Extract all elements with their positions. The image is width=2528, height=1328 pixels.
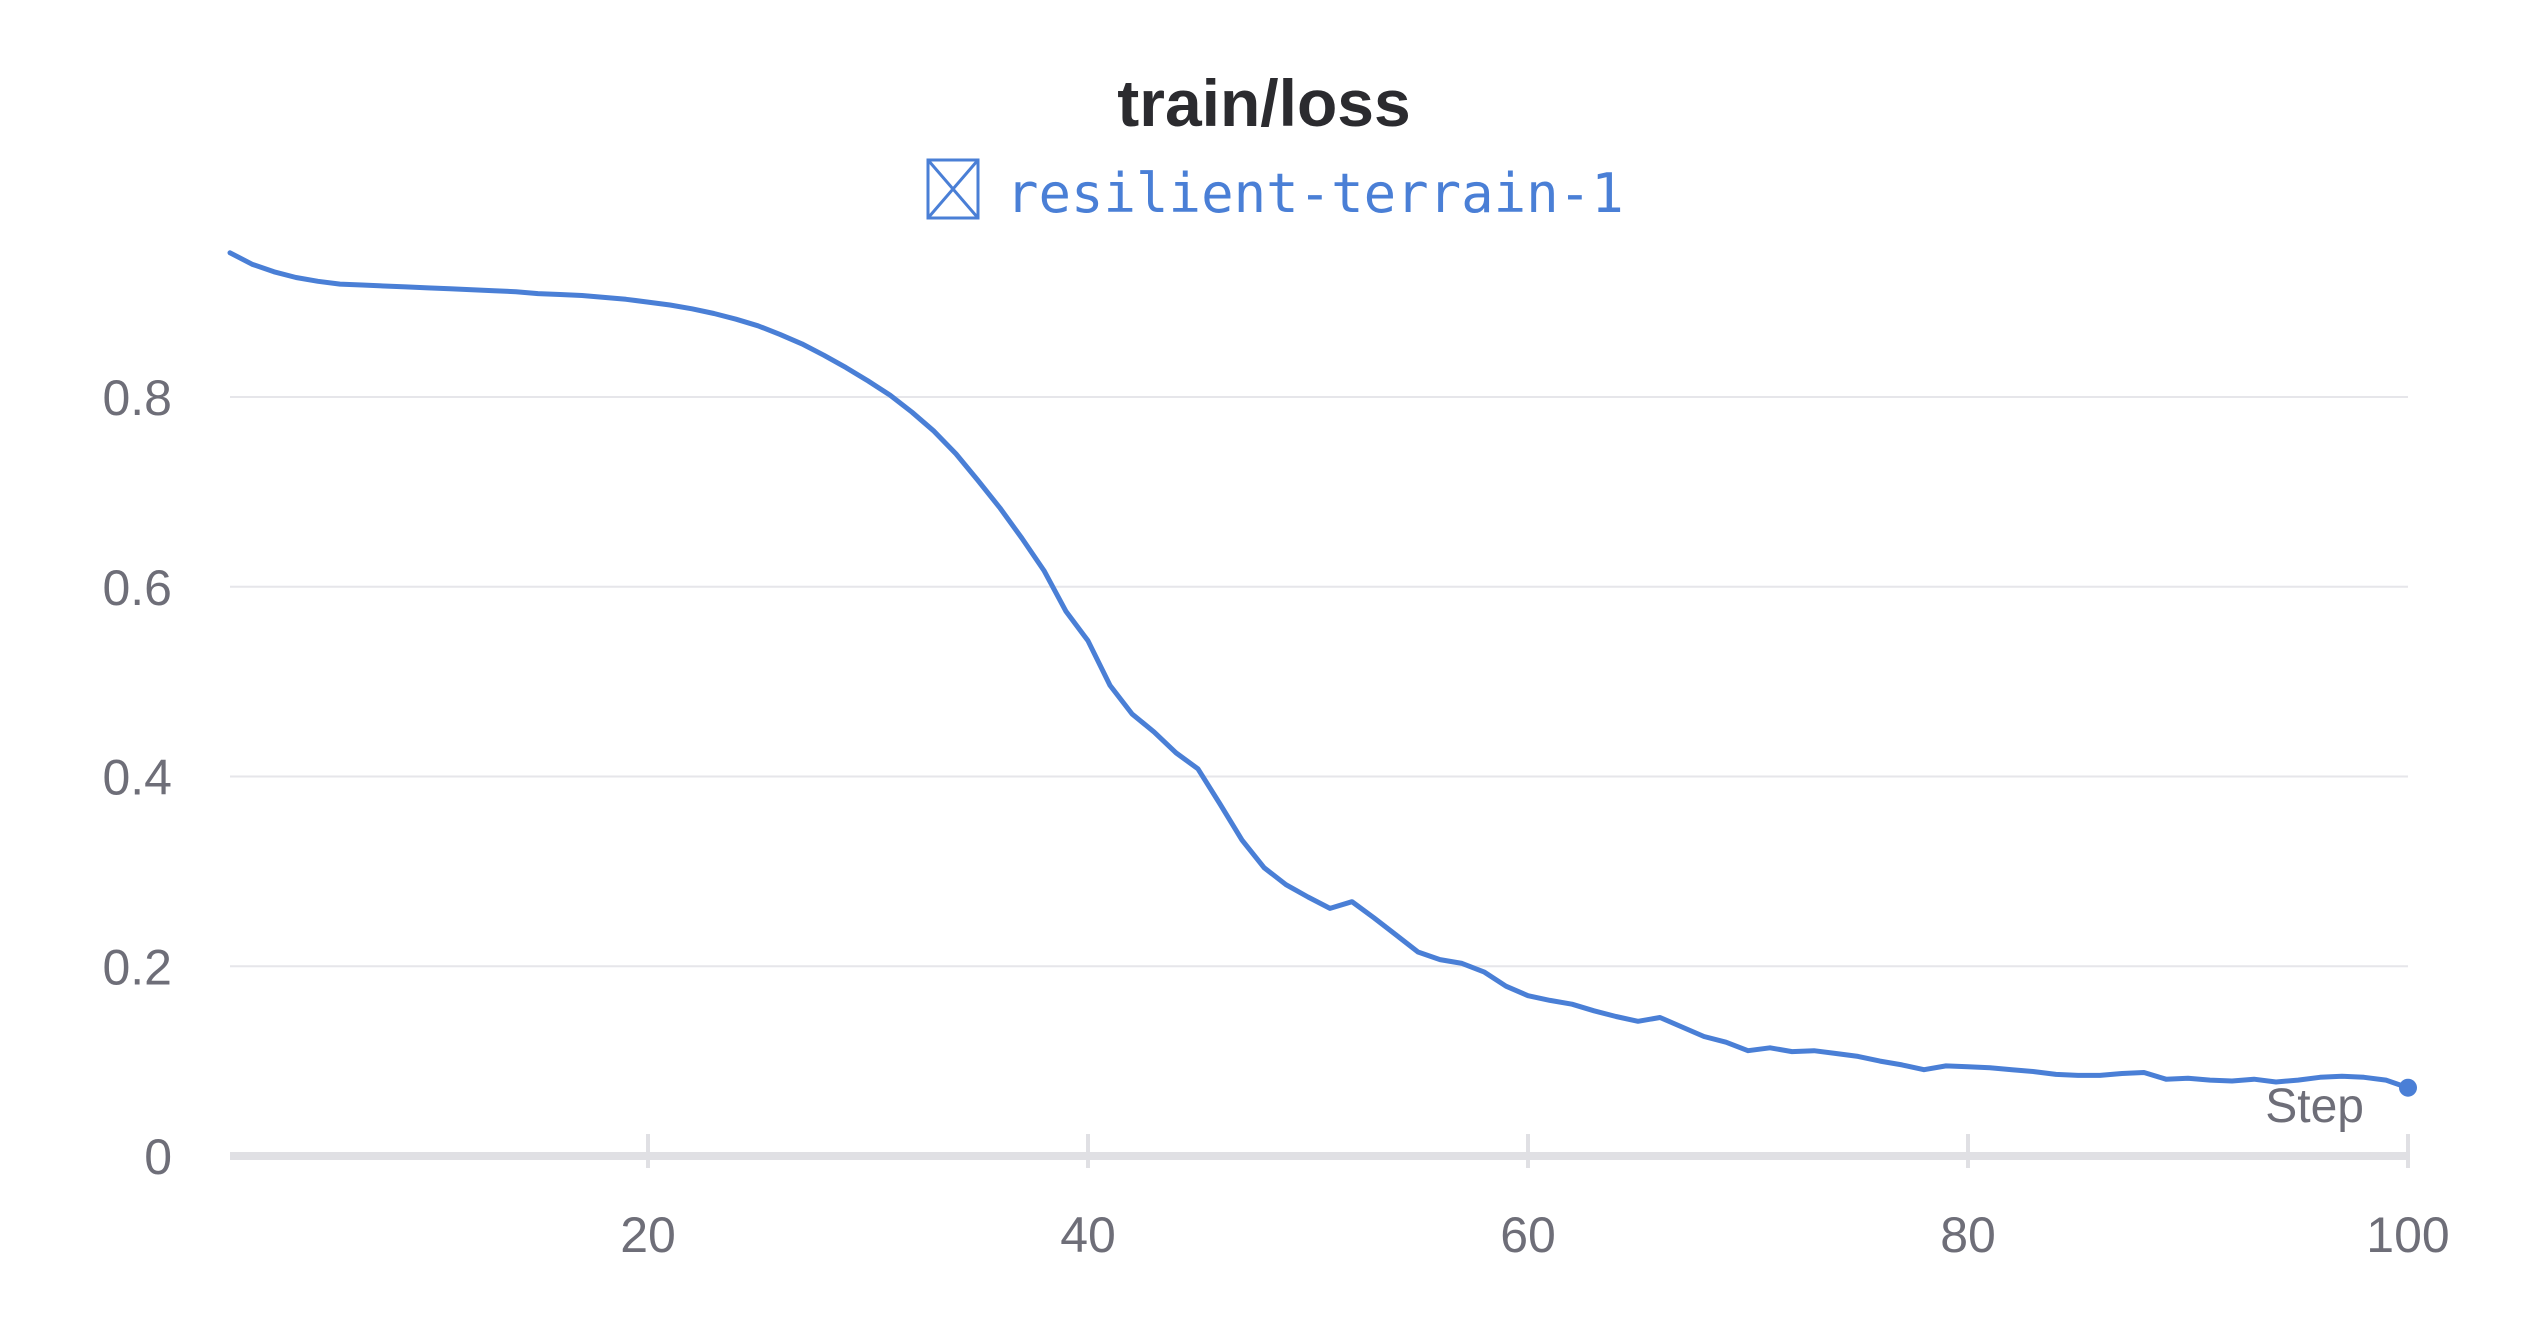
x-tick-label: 80: [1940, 1207, 1996, 1263]
x-axis-ticks: 20 40 60 80 100: [620, 1207, 2450, 1263]
box-cross-icon: [926, 158, 980, 220]
series-resilient-terrain-1: [227, 250, 2417, 1097]
y-tick-label: 0.2: [102, 939, 172, 995]
y-axis: 0 0.2 0.4 0.6 0.8: [102, 370, 172, 1185]
y-tick-label: 0: [144, 1129, 172, 1185]
x-tick-label: 100: [2366, 1207, 2449, 1263]
chart-title: train/loss: [1117, 66, 1410, 140]
x-tick-label: 40: [1060, 1207, 1116, 1263]
x-tick-label: 60: [1500, 1207, 1556, 1263]
y-tick-label: 0.4: [102, 750, 172, 806]
legend-label-resilient-terrain-1: resilient-terrain-1: [1006, 162, 1624, 225]
y-tick-label: 0.6: [102, 560, 172, 616]
legend: resilient-terrain-1: [926, 158, 1624, 225]
grid: [230, 396, 2408, 968]
x-tick-label: 20: [620, 1207, 676, 1263]
x-axis: [230, 1134, 2410, 1168]
y-tick-label: 0.8: [102, 370, 172, 426]
series-last-point: [2399, 1078, 2417, 1097]
series-line: [227, 250, 2411, 1091]
x-axis-label: Step: [2265, 1080, 2364, 1133]
